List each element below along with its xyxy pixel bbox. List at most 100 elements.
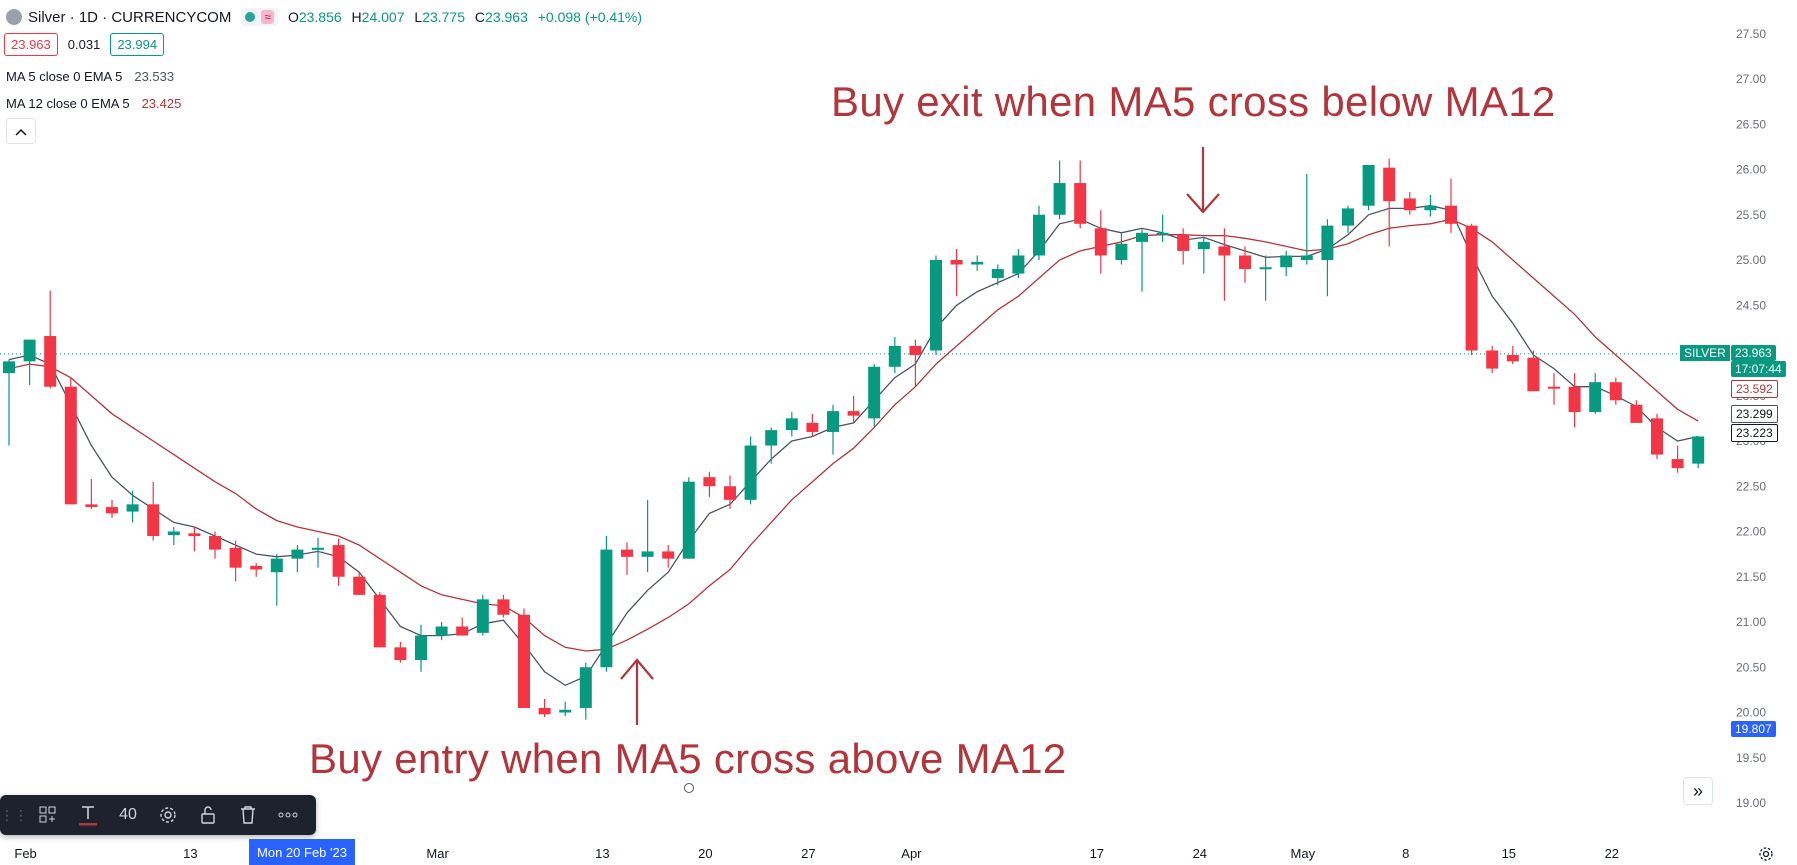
buy-button[interactable]: 23.994 — [110, 33, 165, 56]
trash-icon[interactable] — [228, 795, 268, 835]
candle-body — [106, 507, 118, 514]
candle-up — [682, 477, 695, 559]
indicator-ma12[interactable]: MA 12 close 0 EMA 5 23.425 — [6, 96, 181, 111]
candle-body — [806, 422, 819, 432]
candle-down — [1239, 246, 1251, 283]
chart-settings-icon[interactable] — [1757, 845, 1775, 863]
more-icon[interactable] — [268, 795, 308, 835]
time-tick-label: 8 — [1402, 846, 1409, 861]
low-label: L — [414, 9, 423, 25]
candle-body — [497, 599, 510, 615]
time-tick-label: 13 — [183, 846, 197, 861]
candle-up — [415, 624, 427, 672]
price-tick-label: 22.00 — [1736, 525, 1766, 539]
candle-body — [703, 477, 716, 487]
candle-down — [1506, 345, 1519, 365]
market-open-icon — [245, 12, 256, 22]
bar-countdown-label: 17:07:44 — [1731, 361, 1786, 377]
candle-down — [1651, 413, 1663, 460]
candle-body — [1424, 205, 1437, 211]
candle-up — [1321, 219, 1334, 297]
entry-annotation[interactable]: Buy entry when MA5 cross above MA12 — [309, 735, 1067, 782]
drawing-anchor-handle[interactable] — [684, 783, 694, 793]
candle-up — [167, 526, 180, 546]
candle-body — [1321, 225, 1334, 260]
candle-down — [703, 471, 716, 498]
candle-body — [1527, 357, 1540, 392]
open-label: O — [287, 9, 299, 25]
exit-annotation[interactable]: Buy exit when MA5 cross below MA12 — [831, 78, 1556, 125]
high-label: H — [351, 9, 362, 25]
close-value: 23.963 — [485, 9, 528, 25]
price-tick-label: 27.00 — [1736, 72, 1766, 86]
candle-down — [332, 538, 345, 586]
price-tick-label: 26.50 — [1736, 117, 1766, 131]
drag-handle-icon[interactable]: ⋮⋮ — [0, 806, 28, 823]
candle-up — [476, 594, 489, 636]
candle-up — [827, 404, 839, 455]
price-tick-label: 26.00 — [1736, 163, 1766, 177]
candle-down — [353, 572, 366, 595]
candle-body — [1445, 205, 1457, 224]
candle-up — [1692, 436, 1705, 469]
candle-down — [847, 395, 860, 423]
market-status-pill[interactable]: ≈ — [241, 8, 278, 26]
candle-body — [600, 549, 613, 668]
candle-up — [435, 622, 448, 641]
candle-body — [415, 635, 427, 661]
candle-down — [85, 479, 98, 509]
candle-up — [1259, 255, 1272, 301]
candle-down — [497, 594, 510, 618]
close-label: C — [474, 9, 486, 25]
candle-body — [147, 504, 160, 537]
candle-down — [1383, 158, 1396, 247]
candle-down — [64, 377, 77, 505]
template-icon[interactable] — [28, 795, 68, 835]
candle-body — [353, 576, 366, 595]
candle-body — [1012, 255, 1025, 274]
candle-up — [971, 255, 984, 271]
candle-body — [1486, 350, 1499, 369]
candle-body — [1218, 246, 1231, 256]
ma-axis-label-c: 23.223 — [1731, 424, 1778, 442]
candle-down — [373, 592, 386, 648]
candle-body — [1589, 382, 1602, 413]
candle-body — [3, 361, 15, 374]
candle-body — [909, 345, 922, 356]
symbol-logo-icon[interactable] — [6, 9, 22, 25]
high-value: 24.007 — [361, 9, 405, 25]
candle-down — [209, 531, 221, 559]
font-size-button[interactable]: 40 — [119, 806, 137, 823]
ma5-value: 23.533 — [134, 69, 175, 84]
text-color-icon[interactable] — [68, 795, 108, 835]
collapse-legend-button[interactable] — [6, 118, 36, 144]
spread-value: 0.031 — [67, 37, 101, 52]
candle-body — [1548, 386, 1560, 389]
ma12-line — [8, 218, 1699, 652]
candle-down — [724, 475, 736, 509]
candle-up — [744, 436, 757, 505]
symbol-title[interactable]: Silver · 1D · CURRENCYCOM — [28, 8, 232, 26]
candle-up — [765, 427, 778, 464]
sell-button[interactable]: 23.963 — [4, 33, 58, 56]
time-tick-label: 13 — [595, 846, 609, 861]
candle-down — [1218, 228, 1231, 301]
candle-body — [1136, 232, 1148, 242]
candle-body — [1280, 255, 1293, 268]
scroll-to-realtime-button[interactable]: » — [1683, 777, 1713, 805]
candle-down — [229, 540, 242, 582]
gear-icon[interactable] — [148, 795, 188, 835]
candle-body — [765, 430, 778, 446]
annotation-arrows — [620, 147, 1220, 725]
candle-body — [682, 481, 695, 559]
candle-down — [909, 339, 922, 387]
candle-body — [1692, 436, 1705, 464]
candle-down — [1094, 210, 1107, 274]
candle-down — [1445, 178, 1457, 233]
indicator-ma5[interactable]: MA 5 close 0 EMA 5 23.533 — [6, 69, 174, 84]
price-tick-label: 25.50 — [1736, 208, 1766, 222]
unlock-icon[interactable] — [188, 795, 228, 835]
candle-body — [785, 418, 798, 431]
candle-body — [1259, 267, 1272, 270]
